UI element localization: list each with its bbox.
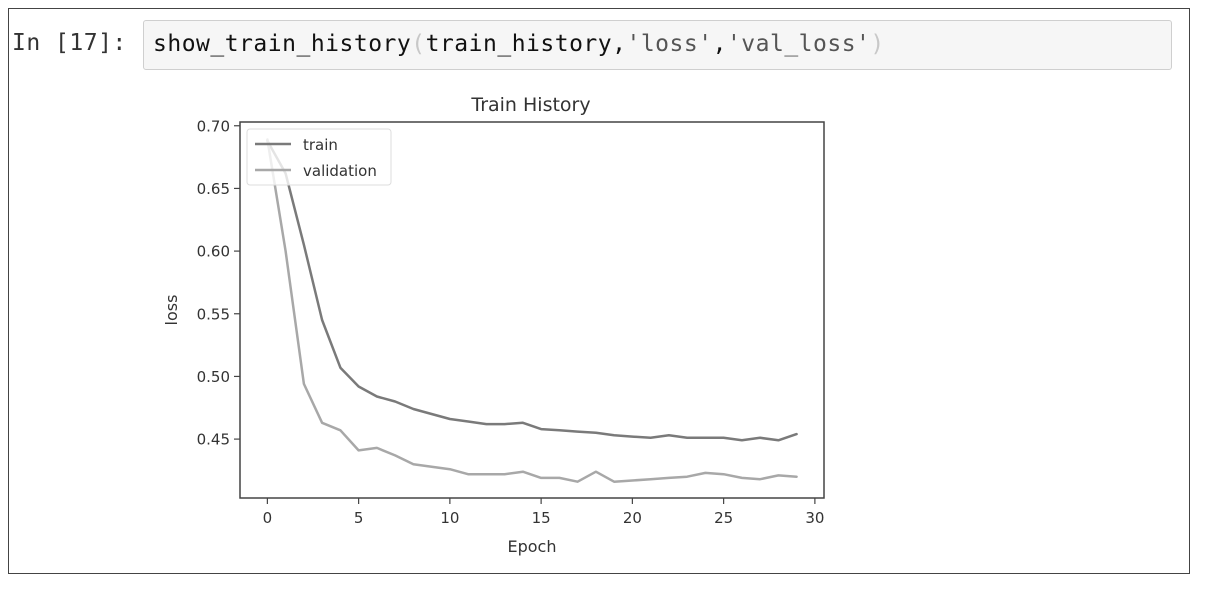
y-tick-label: 0.55 — [197, 305, 230, 323]
legend-train-label: train — [303, 136, 338, 154]
x-tick-label: 0 — [263, 509, 273, 527]
code-line: show_train_history(train_history,'loss',… — [153, 31, 885, 57]
x-axis-label: Epoch — [508, 537, 557, 556]
y-axis-label: loss — [162, 295, 181, 326]
train-history-chart: Train History 0.45 0.50 0.55 0.60 0.65 0.70 0… — [162, 94, 825, 556]
series-lines — [266, 138, 798, 483]
x-tick-label: 15 — [532, 509, 551, 527]
code-function: show_train_history — [153, 31, 412, 57]
x-tick-label: 10 — [440, 509, 459, 527]
code-arg-val-loss: 'val_loss' — [726, 31, 871, 57]
code-close-paren: ) — [870, 31, 885, 57]
y-tick-label: 0.70 — [197, 117, 230, 135]
cell-output: Train History 0.45 0.50 0.55 0.60 0.65 0.70 0… — [150, 80, 850, 570]
code-arg-loss: 'loss' — [626, 31, 713, 57]
x-tick-label: 25 — [714, 509, 733, 527]
train-series-line — [266, 139, 798, 442]
code-cell-input[interactable]: show_train_history(train_history,'loss',… — [143, 20, 1172, 70]
y-axis: 0.45 0.50 0.55 0.60 0.65 0.70 — [197, 117, 240, 449]
x-tick-label: 30 — [805, 509, 824, 527]
y-tick-label: 0.50 — [197, 368, 230, 386]
legend-validation-label: validation — [303, 162, 377, 180]
y-tick-label: 0.60 — [197, 243, 230, 261]
x-tick-label: 20 — [623, 509, 642, 527]
chart-title: Train History — [470, 94, 590, 116]
x-tick-label: 5 — [354, 509, 364, 527]
validation-series-line — [266, 138, 798, 483]
code-comma: , — [712, 31, 727, 57]
legend: train validation — [246, 128, 392, 186]
cell-prompt: In [17]: — [12, 30, 127, 56]
code-open-paren: ( — [411, 31, 426, 57]
y-tick-label: 0.65 — [197, 180, 230, 198]
y-tick-label: 0.45 — [197, 431, 230, 449]
x-axis: 0 5 10 15 20 25 30 — [263, 498, 824, 527]
code-arg-history: train_history, — [425, 31, 627, 57]
